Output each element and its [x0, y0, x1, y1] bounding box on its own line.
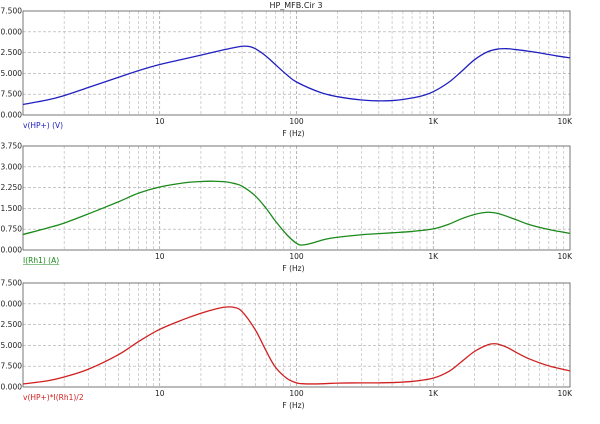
x-axis-title: F (Hz) — [282, 129, 304, 138]
y-tick-label: 37.500 — [0, 7, 22, 16]
chart-title: HP_MFB.Cir 3 — [269, 1, 322, 10]
y-tick-label: 30.000 — [0, 299, 22, 308]
x-tick-label: 10K — [558, 252, 574, 261]
x-tick-label: 10 — [155, 252, 165, 261]
y-tick-label: 22.500 — [0, 48, 22, 57]
y-tick-label: 3.750 — [1, 142, 23, 151]
y-tick-label: 7.500 — [1, 90, 23, 99]
y-tick-label: 0.000 — [1, 246, 23, 255]
plot-frame — [22, 282, 571, 388]
plot-frame — [22, 10, 571, 116]
x-tick-label: 100 — [289, 117, 304, 126]
plot-frame — [22, 145, 571, 251]
series-label: v(HP+) (V) — [23, 121, 63, 130]
x-tick-label: 100 — [289, 389, 304, 398]
y-tick-label: 0.750 — [1, 225, 23, 234]
x-axis-title: F (Hz) — [282, 264, 304, 273]
x-tick-label: 1K — [428, 389, 439, 398]
x-axis-title: F (Hz) — [282, 401, 304, 410]
y-tick-label: 15.000 — [0, 341, 22, 350]
chart-panel-2: 0.000 0.750 1.500 2.250 3.000 3.750 10 100 1K 10K… — [1, 142, 574, 274]
y-tick-label: 0.000 — [1, 111, 23, 120]
y-tick-label: 37.500 — [0, 279, 22, 288]
chart-panel-3: 0.000 7.500 15.000 22.500 30.000 37.500 10 100 1… — [0, 279, 573, 411]
x-tick-label: 10K — [558, 389, 574, 398]
y-tick-label: 15.000 — [0, 69, 22, 78]
y-tick-label: 7.500 — [1, 362, 23, 371]
x-tick-label: 1K — [428, 252, 439, 261]
y-tick-label: 22.500 — [0, 320, 22, 329]
series-line — [22, 45, 571, 106]
series-label: I(Rh1) (A) — [23, 256, 59, 265]
y-tick-label: 0.000 — [1, 383, 23, 392]
series-line — [22, 180, 571, 246]
y-tick-label: 1.500 — [1, 204, 23, 213]
x-tick-label: 10 — [155, 117, 165, 126]
series-line — [22, 306, 571, 385]
y-tick-label: 2.250 — [1, 183, 23, 192]
series-label: v(HP+)*I(Rh1)/2 — [23, 393, 84, 402]
x-tick-label: 10 — [155, 389, 165, 398]
y-tick-label: 30.000 — [0, 27, 22, 36]
y-tick-label: 3.000 — [1, 162, 23, 171]
x-tick-label: 100 — [289, 252, 304, 261]
x-tick-label: 1K — [428, 117, 439, 126]
chart-panel-1: 0.000 7.500 15.000 22.500 30.000 37.500 10 100 1… — [0, 7, 573, 139]
x-tick-label: 10K — [558, 117, 574, 126]
